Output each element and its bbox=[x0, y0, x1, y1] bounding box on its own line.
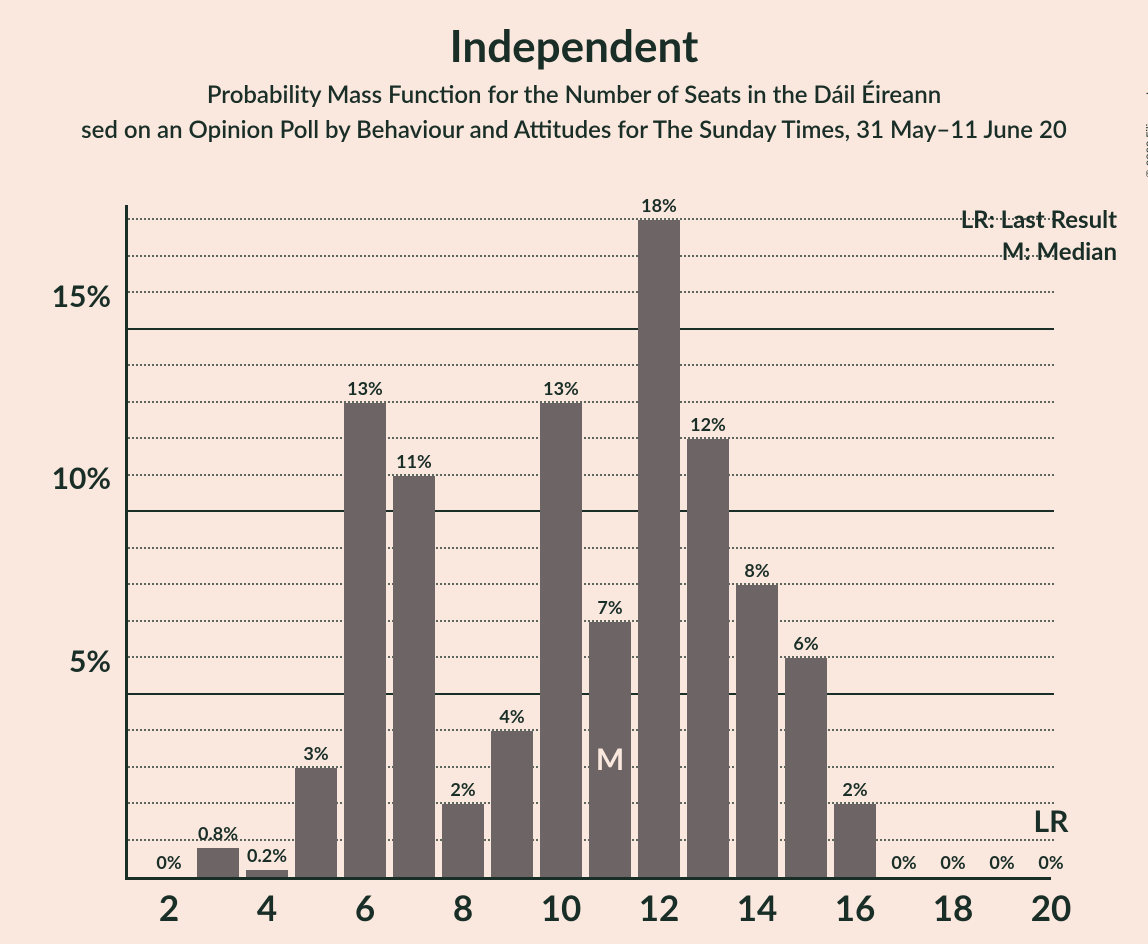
grid-major bbox=[128, 328, 1054, 330]
bar-value-label: 6% bbox=[793, 632, 818, 654]
x-tick-label: 4 bbox=[257, 887, 277, 929]
bar bbox=[491, 731, 533, 877]
legend-lr: LR: Last Result bbox=[961, 205, 1117, 234]
bar-value-label: 0% bbox=[940, 851, 965, 873]
x-tick-label: 18 bbox=[933, 887, 974, 929]
bar-value-label: 7% bbox=[597, 596, 622, 618]
legend-m: M: Median bbox=[1002, 237, 1117, 266]
chart-subtitle-2: sed on an Opinion Poll by Behaviour and … bbox=[0, 115, 1148, 144]
median-marker: M bbox=[596, 741, 624, 777]
bar bbox=[736, 585, 778, 877]
grid-minor bbox=[128, 255, 1054, 257]
lr-marker: LR bbox=[1034, 803, 1069, 839]
bar-value-label: 8% bbox=[744, 559, 769, 581]
x-tick-label: 14 bbox=[737, 887, 778, 929]
x-tick-label: 8 bbox=[453, 887, 473, 929]
grid-minor bbox=[128, 364, 1054, 366]
grid-minor bbox=[128, 583, 1054, 585]
x-tick-label: 20 bbox=[1031, 887, 1072, 929]
bar bbox=[344, 403, 386, 877]
grid-minor bbox=[128, 218, 1054, 220]
bar-value-label: 3% bbox=[303, 742, 328, 764]
x-tick-label: 2 bbox=[159, 887, 179, 929]
y-tick-label: 10% bbox=[52, 460, 111, 496]
bar-value-label: 0.8% bbox=[198, 822, 238, 844]
bar-value-label: 0% bbox=[989, 851, 1014, 873]
bar-value-label: 0% bbox=[156, 851, 181, 873]
bar bbox=[785, 658, 827, 877]
bar-value-label: 0% bbox=[891, 851, 916, 873]
x-tick-label: 12 bbox=[639, 887, 680, 929]
chart-subtitle-1: Probability Mass Function for the Number… bbox=[0, 80, 1148, 109]
y-tick-label: 15% bbox=[52, 278, 111, 314]
y-tick-label: 5% bbox=[69, 643, 111, 679]
grid-minor bbox=[128, 547, 1054, 549]
x-tick-label: 16 bbox=[835, 887, 876, 929]
bar-value-label: 2% bbox=[450, 778, 475, 800]
bar bbox=[295, 768, 337, 877]
copyright-text: © 2020 Filip van Laenen bbox=[1144, 60, 1148, 178]
bar-value-label: 0% bbox=[1038, 851, 1063, 873]
bar bbox=[638, 220, 680, 877]
chart-title: Independent bbox=[0, 20, 1148, 72]
bar bbox=[246, 870, 288, 877]
bar-value-label: 4% bbox=[499, 705, 524, 727]
bar-value-label: 13% bbox=[347, 377, 383, 399]
bar bbox=[540, 403, 582, 877]
bar-value-label: 2% bbox=[842, 778, 867, 800]
bar bbox=[687, 439, 729, 877]
bar bbox=[442, 804, 484, 877]
bar-value-label: 12% bbox=[690, 413, 726, 435]
bar-value-label: 11% bbox=[396, 450, 432, 472]
grid-minor bbox=[128, 401, 1054, 403]
bar bbox=[834, 804, 876, 877]
grid-minor bbox=[128, 291, 1054, 293]
bar bbox=[393, 476, 435, 877]
grid-minor bbox=[128, 437, 1054, 439]
plot-area: 5%10%15%0%0.8%0.2%3%13%11%2%4%13%7%18%12… bbox=[125, 205, 1051, 880]
bar-value-label: 18% bbox=[641, 194, 677, 216]
grid-major bbox=[128, 510, 1054, 512]
bar bbox=[197, 848, 239, 877]
grid-minor bbox=[128, 474, 1054, 476]
x-tick-label: 10 bbox=[541, 887, 582, 929]
bar-chart: 5%10%15%0%0.8%0.2%3%13%11%2%4%13%7%18%12… bbox=[125, 205, 1135, 880]
x-tick-label: 6 bbox=[355, 887, 375, 929]
bar-value-label: 13% bbox=[543, 377, 579, 399]
bar-value-label: 0.2% bbox=[247, 844, 287, 866]
